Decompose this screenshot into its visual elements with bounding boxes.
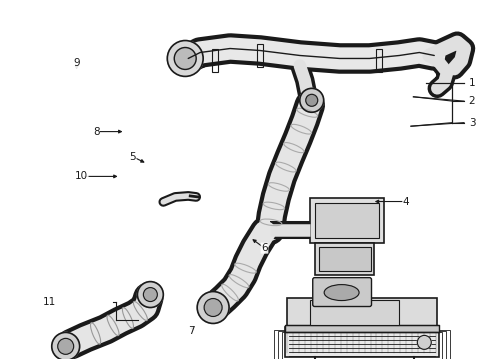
Circle shape xyxy=(197,292,229,323)
Text: 3: 3 xyxy=(468,118,475,128)
Bar xyxy=(376,49,383,72)
Text: 11: 11 xyxy=(43,297,56,307)
FancyBboxPatch shape xyxy=(315,243,374,275)
Text: 10: 10 xyxy=(75,171,88,181)
Circle shape xyxy=(144,288,157,302)
Text: 9: 9 xyxy=(74,58,80,68)
Bar xyxy=(257,44,263,67)
Circle shape xyxy=(167,41,203,76)
Ellipse shape xyxy=(324,285,359,301)
Bar xyxy=(212,49,218,72)
Text: 2: 2 xyxy=(468,96,475,106)
Circle shape xyxy=(300,88,324,112)
Circle shape xyxy=(52,332,80,360)
FancyBboxPatch shape xyxy=(287,298,437,332)
FancyBboxPatch shape xyxy=(318,247,370,271)
FancyBboxPatch shape xyxy=(313,278,371,306)
Circle shape xyxy=(204,298,222,316)
FancyBboxPatch shape xyxy=(310,300,399,325)
Text: 6: 6 xyxy=(261,243,268,253)
Text: 1: 1 xyxy=(468,78,475,88)
Circle shape xyxy=(58,338,74,354)
FancyBboxPatch shape xyxy=(315,203,379,238)
Text: 5: 5 xyxy=(129,152,136,162)
Circle shape xyxy=(306,94,318,106)
FancyBboxPatch shape xyxy=(285,325,439,332)
Circle shape xyxy=(174,48,196,69)
FancyBboxPatch shape xyxy=(285,328,439,357)
Circle shape xyxy=(417,336,431,349)
Text: 4: 4 xyxy=(403,197,409,207)
Text: 8: 8 xyxy=(93,127,99,136)
Text: 7: 7 xyxy=(188,325,195,336)
FancyBboxPatch shape xyxy=(310,198,385,243)
Circle shape xyxy=(137,282,163,307)
